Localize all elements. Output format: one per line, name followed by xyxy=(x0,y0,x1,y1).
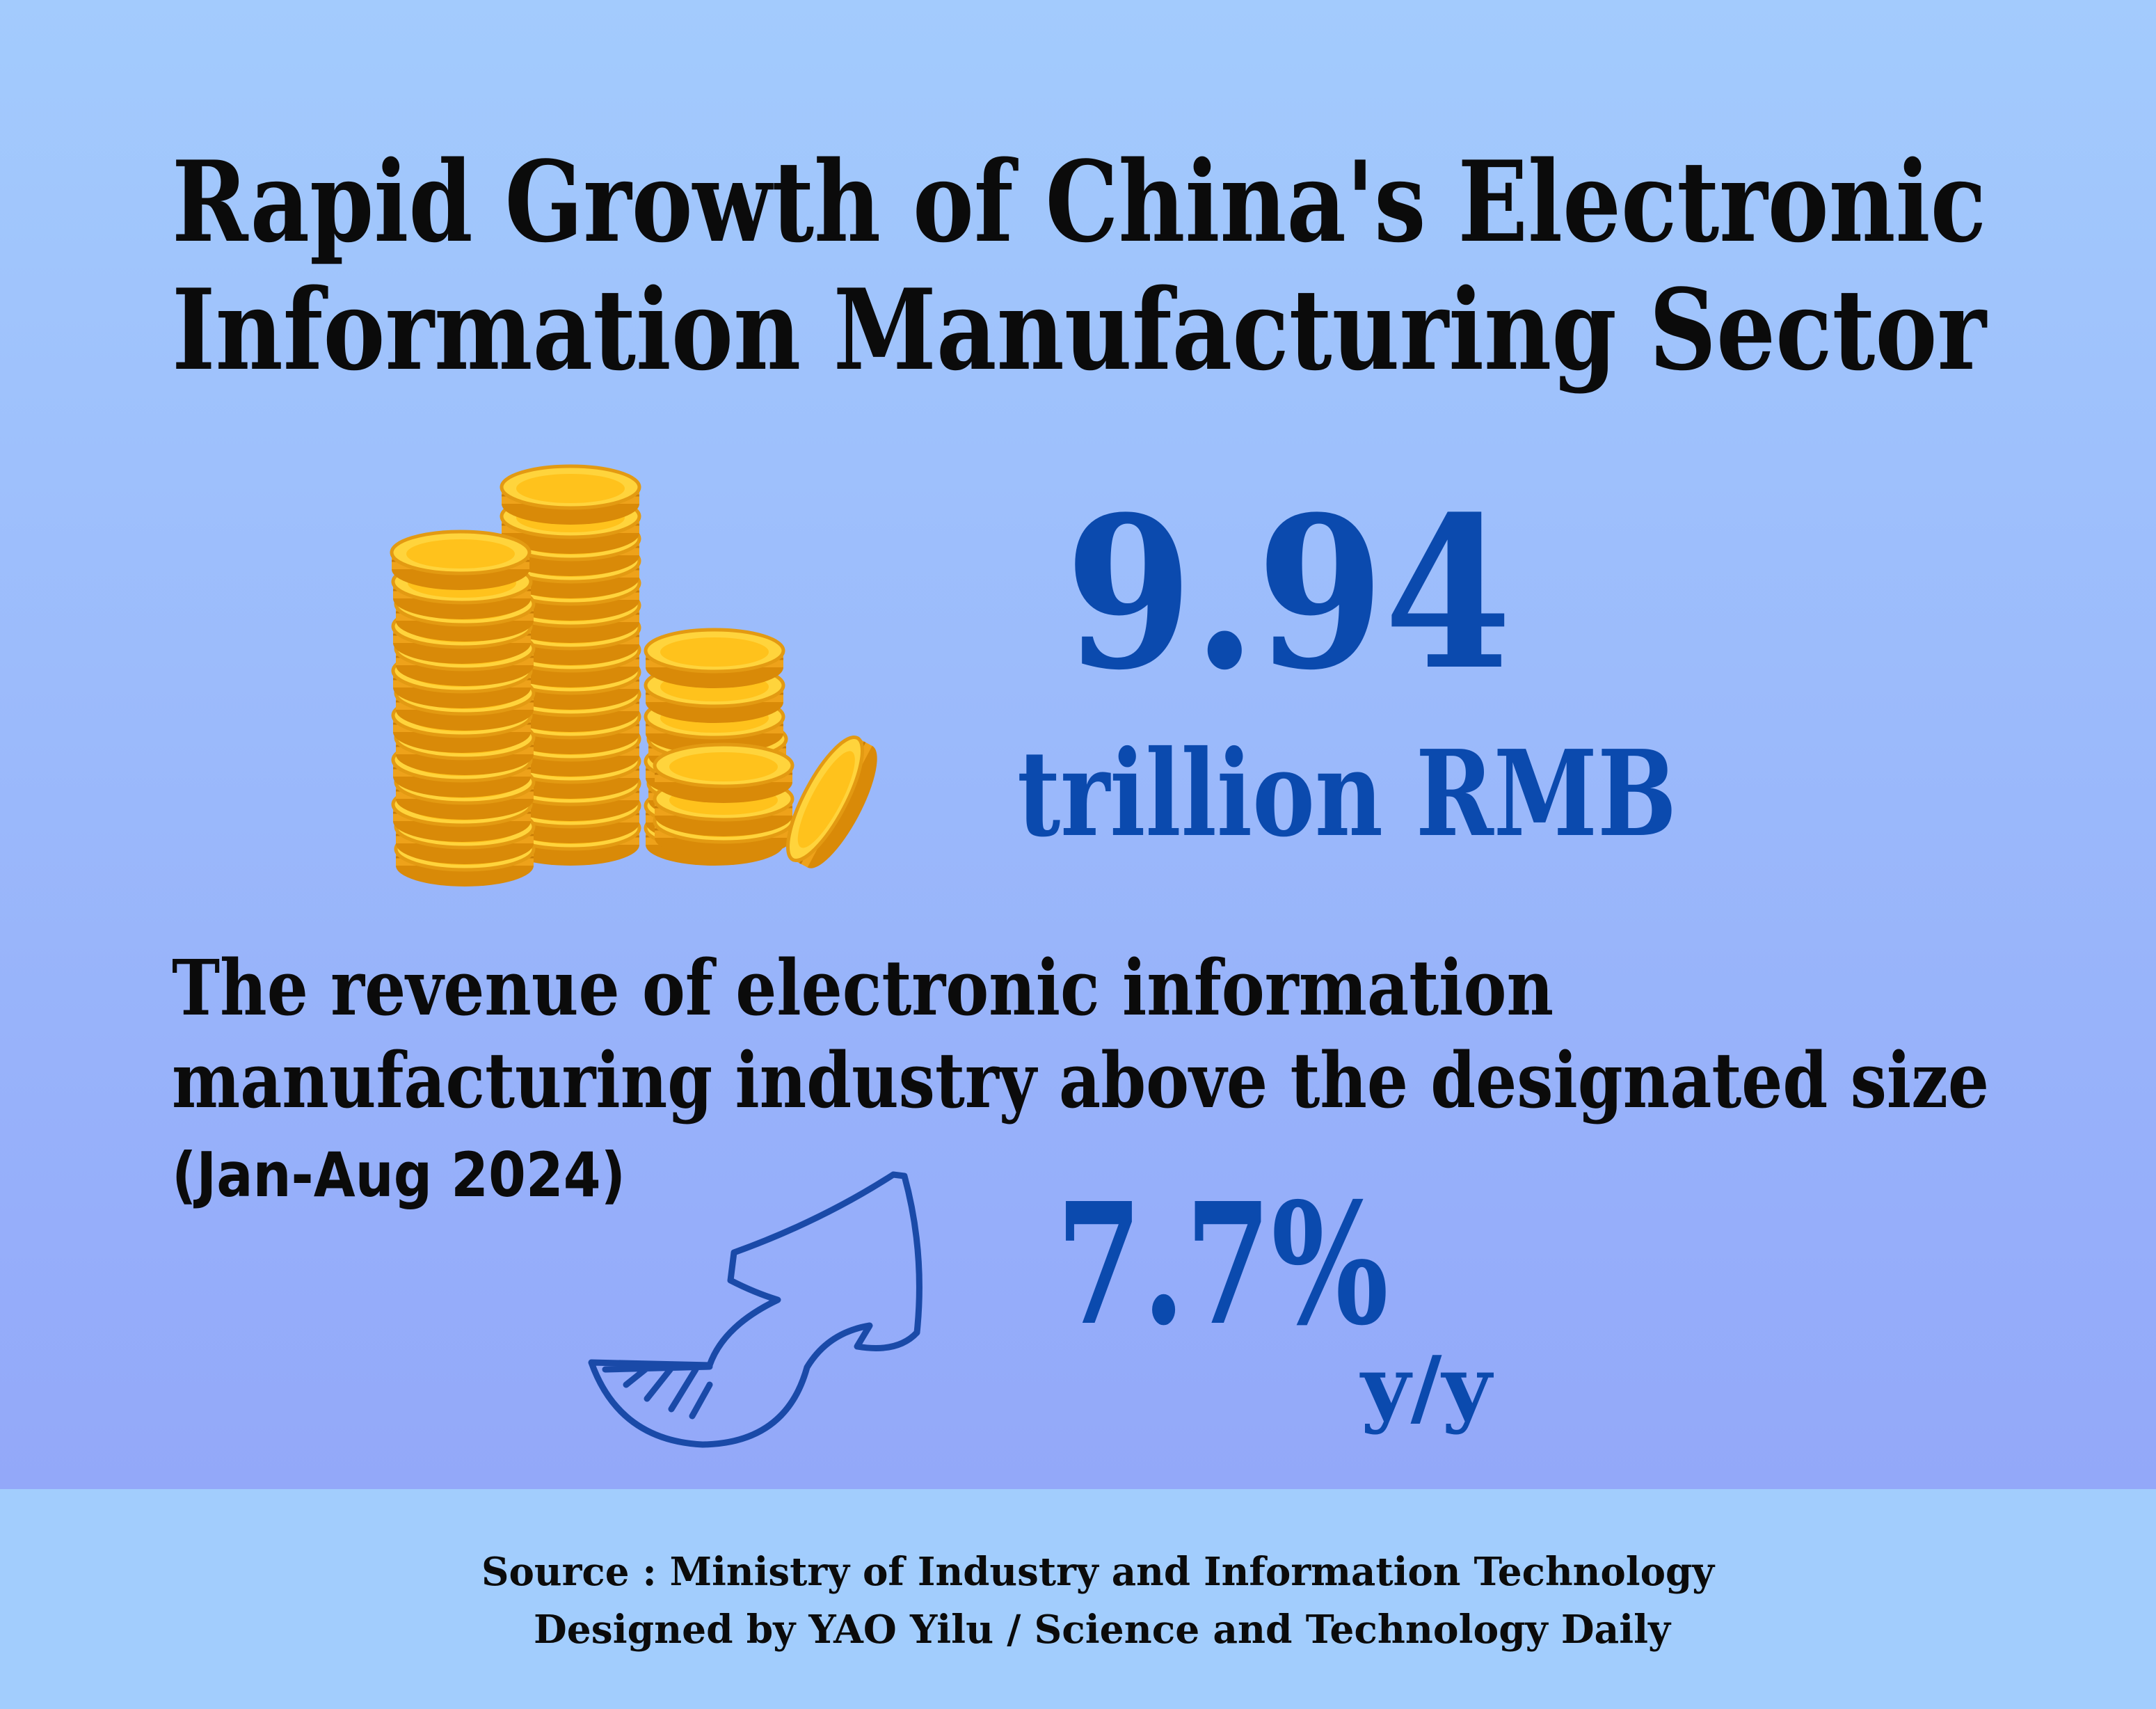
period: (Jan-Aug 2024) xyxy=(172,1139,625,1211)
headline-unit: trillion RMB xyxy=(1017,724,1677,864)
arrow-illustration xyxy=(588,1171,923,1448)
footer-band xyxy=(0,1489,2156,1709)
growth-value: 7.7% xyxy=(1056,1166,1389,1362)
background xyxy=(0,0,2156,1489)
description-line: manufacturing industry above the designa… xyxy=(172,1035,1989,1125)
description-line: The revenue of electronic information xyxy=(172,943,1554,1033)
credit: Designed by YAO Yilu / Science and Techn… xyxy=(534,1607,1671,1653)
growth-unit: y/y xyxy=(1359,1338,1494,1436)
source: Source : Ministry of Industry and Inform… xyxy=(481,1549,1715,1595)
title-line: Rapid Growth of China's Electronic xyxy=(172,136,1986,267)
title-line: Information Manufacturing Sector xyxy=(172,264,1987,395)
headline-value: 9.94 xyxy=(1065,470,1512,716)
